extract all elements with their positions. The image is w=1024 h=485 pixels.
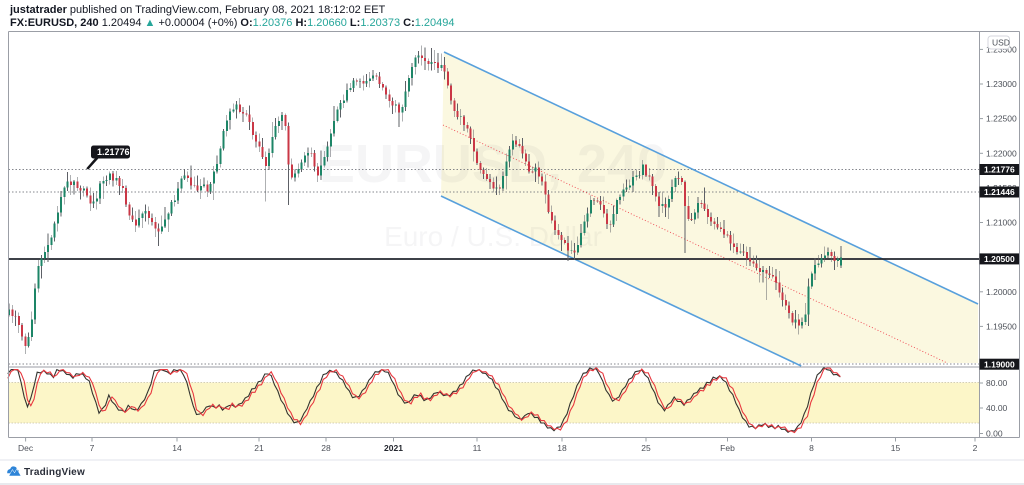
svg-text:14: 14 [172, 443, 182, 453]
svg-text:Dec: Dec [18, 443, 34, 453]
svg-text:28: 28 [321, 443, 331, 453]
svg-text:1.20500: 1.20500 [984, 254, 1015, 264]
svg-text:18: 18 [557, 443, 567, 453]
svg-text:1.21776: 1.21776 [97, 147, 130, 157]
svg-text:7: 7 [90, 443, 95, 453]
svg-text:TradingView: TradingView [24, 467, 85, 478]
svg-text:1.21446: 1.21446 [984, 187, 1015, 197]
svg-text:8: 8 [809, 443, 814, 453]
svg-text:FX:EURUSD, 240 1.20494 ▲ +0.0: FX:EURUSD, 240 1.20494 ▲ +0.00004 (+0%) … [10, 17, 455, 29]
svg-text:40.00: 40.00 [986, 403, 1008, 413]
svg-text:1.23000: 1.23000 [986, 79, 1017, 89]
svg-text:2: 2 [973, 443, 978, 453]
svg-text:1.21000: 1.21000 [986, 218, 1017, 228]
svg-text:1.22500: 1.22500 [986, 114, 1017, 124]
svg-text:25: 25 [641, 443, 651, 453]
svg-text:1.22000: 1.22000 [986, 148, 1017, 158]
svg-text:0.00: 0.00 [986, 429, 1003, 439]
svg-text:11: 11 [473, 443, 482, 453]
svg-text:justatrader published on Tradi: justatrader published on TradingView.com… [9, 4, 386, 16]
svg-text:1.20000: 1.20000 [986, 287, 1017, 297]
svg-text:1.19500: 1.19500 [986, 321, 1017, 331]
svg-text:80.00: 80.00 [986, 378, 1008, 388]
svg-text:1.21776: 1.21776 [984, 165, 1015, 175]
svg-text:Euro / U.S. Dollar: Euro / U.S. Dollar [384, 221, 602, 252]
svg-text:USD: USD [992, 38, 1010, 48]
svg-text:1.19000: 1.19000 [984, 359, 1015, 369]
svg-text:21: 21 [254, 443, 264, 453]
svg-text:15: 15 [891, 443, 901, 453]
svg-text:2021: 2021 [384, 443, 403, 453]
svg-text:Feb: Feb [720, 443, 735, 453]
